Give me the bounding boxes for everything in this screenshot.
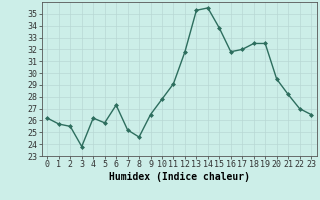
X-axis label: Humidex (Indice chaleur): Humidex (Indice chaleur)	[109, 172, 250, 182]
